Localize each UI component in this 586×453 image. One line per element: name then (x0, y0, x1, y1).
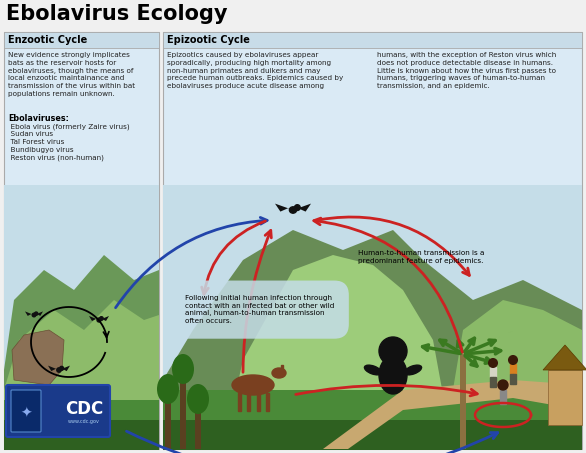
FancyBboxPatch shape (6, 385, 110, 437)
Text: www.cdc.gov: www.cdc.gov (68, 419, 100, 424)
Polygon shape (12, 330, 64, 385)
Bar (510, 374, 513, 384)
Polygon shape (443, 300, 582, 449)
Polygon shape (4, 255, 159, 449)
Circle shape (379, 337, 407, 365)
Text: Following initial human infection through
contact with an infected bat or other : Following initial human infection throug… (185, 295, 335, 324)
Circle shape (498, 380, 508, 390)
Ellipse shape (32, 313, 36, 317)
Bar (513, 374, 516, 384)
Text: Ebola virus (formerly Zaire virus)
  Sudan virus
  Taï Forest virus
  Bundibugyo: Ebola virus (formerly Zaire virus) Sudan… (6, 123, 130, 161)
Bar (490, 377, 492, 386)
Ellipse shape (289, 207, 297, 213)
Bar (237, 393, 240, 411)
Bar (165, 389, 171, 449)
Bar (281, 365, 282, 375)
Polygon shape (25, 311, 34, 316)
Ellipse shape (232, 375, 274, 395)
FancyBboxPatch shape (11, 390, 41, 432)
Bar (163, 390, 582, 450)
Text: Enzootic Cycle: Enzootic Cycle (8, 35, 87, 45)
Bar (4, 420, 159, 450)
Bar (180, 369, 186, 449)
Circle shape (100, 317, 103, 320)
Text: Human-to-human transmission is a
predominant feature of epidemics.: Human-to-human transmission is a predomi… (358, 250, 485, 264)
Bar (4, 185, 159, 449)
Text: ✦: ✦ (20, 407, 32, 421)
Bar (247, 393, 250, 411)
Polygon shape (34, 311, 43, 316)
Polygon shape (99, 316, 109, 321)
Ellipse shape (364, 365, 381, 375)
Bar (490, 367, 496, 377)
Polygon shape (59, 366, 70, 371)
Polygon shape (163, 230, 582, 449)
Circle shape (509, 356, 517, 364)
Ellipse shape (57, 368, 61, 372)
Ellipse shape (97, 318, 101, 322)
Bar (4, 32, 159, 48)
Bar (257, 393, 260, 411)
Bar (4, 32, 159, 449)
Ellipse shape (404, 365, 421, 375)
Text: Epizootic Cycle: Epizootic Cycle (167, 35, 250, 45)
Bar (163, 420, 582, 450)
Circle shape (294, 205, 300, 211)
Ellipse shape (187, 384, 209, 414)
Polygon shape (4, 300, 159, 449)
Ellipse shape (172, 354, 194, 384)
Circle shape (489, 359, 498, 367)
Bar (460, 354, 466, 449)
Polygon shape (223, 255, 453, 449)
Text: Epizootics caused by ebolaviruses appear
sporadically, producing high mortality : Epizootics caused by ebolaviruses appear… (167, 52, 343, 89)
Ellipse shape (272, 368, 286, 378)
Circle shape (35, 312, 38, 315)
Text: humans, with the exception of Reston virus which
does not produce detectable dis: humans, with the exception of Reston vir… (377, 52, 556, 89)
Circle shape (60, 366, 64, 371)
Bar (163, 185, 582, 449)
Text: Ebolaviruses:: Ebolaviruses: (8, 114, 69, 123)
Bar (163, 32, 582, 449)
Bar (4, 400, 159, 450)
Polygon shape (275, 203, 293, 212)
Bar (500, 390, 506, 404)
Bar (510, 364, 516, 374)
Polygon shape (543, 345, 586, 370)
Text: New evidence strongly implicates
bats as the reservoir hosts for
ebolaviruses, t: New evidence strongly implicates bats as… (8, 52, 135, 97)
Polygon shape (48, 366, 59, 371)
Text: Ebolavirus Ecology: Ebolavirus Ecology (6, 4, 227, 24)
Bar (548, 370, 582, 425)
Bar (265, 393, 268, 411)
Ellipse shape (379, 356, 407, 394)
Bar (493, 377, 496, 386)
Polygon shape (293, 203, 311, 212)
Text: CDC: CDC (65, 400, 103, 418)
Ellipse shape (157, 374, 179, 404)
Polygon shape (323, 380, 582, 449)
Polygon shape (89, 316, 99, 321)
Bar (163, 32, 582, 48)
Bar (195, 399, 201, 449)
